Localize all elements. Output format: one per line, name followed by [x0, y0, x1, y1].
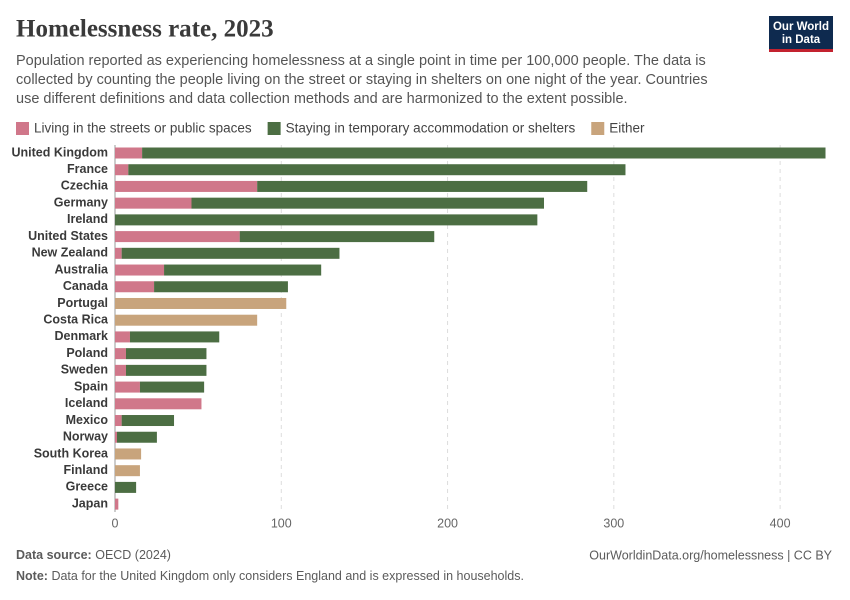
subtitle: use different definitions and data colle…: [16, 91, 628, 107]
logo-stripe: [769, 49, 833, 52]
bar-segment: [115, 498, 119, 510]
bar-segment: [115, 247, 122, 259]
subtitle: Population reported as experiencing home…: [16, 53, 706, 69]
category-label: New Zealand: [32, 246, 108, 260]
bar-segment: [164, 264, 322, 276]
bar-segment: [115, 448, 142, 460]
bar-segment: [115, 364, 126, 376]
bar-segment: [125, 364, 207, 376]
x-tick-label: 200: [437, 516, 458, 530]
category-label: Spain: [74, 379, 108, 393]
category-label: Mexico: [66, 413, 109, 427]
category-label: Sweden: [61, 363, 108, 377]
bar-segment: [115, 180, 258, 192]
category-label: Finland: [64, 463, 108, 477]
logo-text: Our World: [773, 21, 829, 33]
bar-segment: [115, 465, 140, 477]
legend-label: Living in the streets or public spaces: [34, 121, 252, 136]
category-label: Iceland: [65, 396, 108, 410]
category-label: Germany: [54, 195, 108, 209]
bar-segment: [115, 431, 117, 443]
bar-segment: [115, 214, 538, 226]
bar-segment: [115, 331, 130, 343]
bar-segment: [121, 415, 175, 427]
logo-box: [769, 16, 833, 52]
legend-label: Either: [609, 121, 645, 136]
bar-segment: [115, 197, 192, 209]
category-label: Greece: [66, 480, 108, 494]
chart-title: Homelessness rate, 2023: [16, 16, 274, 43]
bar-segment: [121, 247, 340, 259]
bar-segment: [115, 264, 165, 276]
note: Note: Data for the United Kingdom only c…: [16, 569, 524, 583]
category-label: United States: [28, 229, 108, 243]
bar-segment: [257, 180, 588, 192]
category-label: Costa Rica: [43, 312, 109, 326]
bar-segment: [115, 231, 240, 243]
category-label: Norway: [63, 430, 108, 444]
category-label: Canada: [63, 279, 109, 293]
source: Data source: OECD (2024): [16, 548, 171, 562]
bar-segment: [115, 281, 155, 293]
bar-segment: [154, 281, 288, 293]
bar-segment: [191, 197, 544, 209]
category-label: South Korea: [34, 446, 109, 460]
bar-segment: [115, 348, 126, 360]
legend-swatch: [267, 122, 281, 135]
bar-segment: [115, 381, 140, 393]
bar-segment: [115, 415, 122, 427]
logo-text: in Data: [782, 34, 821, 46]
x-tick-label: 0: [112, 516, 119, 530]
bar-segment: [125, 348, 207, 360]
legend-label: Staying in temporary accommodation or sh…: [286, 121, 576, 136]
bar-segment: [116, 431, 157, 443]
note-label: Note:: [16, 569, 48, 583]
legend-swatch: [16, 122, 29, 135]
category-label: Ireland: [67, 212, 108, 226]
bar-segment: [115, 398, 202, 410]
logo[interactable]: Our World in Data: [769, 16, 833, 52]
bar-segment: [115, 314, 258, 326]
bar-segment: [129, 331, 220, 343]
bar-segment: [115, 481, 137, 493]
category-label: Denmark: [55, 329, 109, 343]
source-label: Data source:: [16, 548, 92, 562]
bar-segment: [142, 147, 826, 159]
category-label: Japan: [72, 496, 108, 510]
x-tick-label: 100: [271, 516, 292, 530]
bar-segment: [128, 164, 626, 176]
bar-segment: [115, 164, 129, 176]
category-label: Australia: [55, 262, 110, 276]
legend-swatch: [591, 122, 605, 135]
note-text: Data for the United Kingdom only conside…: [51, 569, 524, 583]
bar-segment: [139, 381, 205, 393]
x-tick-label: 400: [770, 516, 791, 530]
category-label: United Kingdom: [11, 145, 108, 159]
bar-segment: [115, 297, 287, 309]
category-label: Poland: [66, 346, 108, 360]
category-label: France: [67, 162, 108, 176]
url[interactable]: OurWorldinData.org/homelessness | CC BY: [589, 548, 832, 562]
category-label: Czechia: [61, 179, 109, 193]
source-text: OECD (2024): [95, 548, 171, 562]
category-label: Portugal: [57, 296, 108, 310]
bar-segment: [115, 147, 143, 159]
subtitle: collected by counting the people living …: [16, 72, 708, 88]
x-tick-label: 300: [603, 516, 624, 530]
bar-segment: [239, 231, 435, 243]
